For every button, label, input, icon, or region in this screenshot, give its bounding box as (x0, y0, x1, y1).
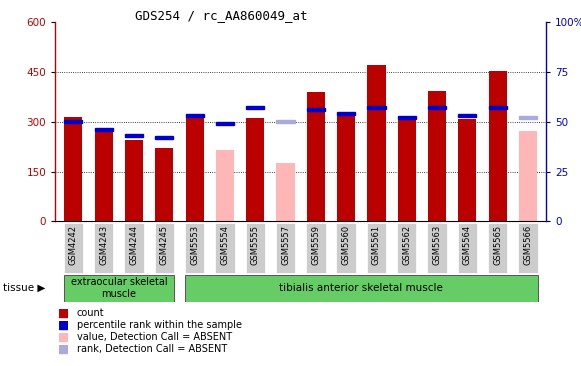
Text: ■: ■ (58, 330, 69, 344)
Text: value, Detection Call = ABSENT: value, Detection Call = ABSENT (77, 332, 232, 342)
Bar (155, 136, 173, 139)
FancyBboxPatch shape (367, 223, 386, 273)
FancyBboxPatch shape (94, 223, 113, 273)
Text: GDS254 / rc_AA860049_at: GDS254 / rc_AA860049_at (135, 9, 307, 22)
FancyBboxPatch shape (428, 223, 447, 273)
Bar (185, 115, 204, 117)
Text: GSM5554: GSM5554 (220, 225, 229, 265)
FancyBboxPatch shape (246, 223, 265, 273)
Text: GSM4243: GSM4243 (99, 225, 108, 265)
Bar (64, 117, 83, 221)
Text: GSM5564: GSM5564 (463, 225, 472, 265)
Bar (428, 91, 446, 221)
Text: percentile rank within the sample: percentile rank within the sample (77, 320, 242, 330)
Bar (246, 118, 264, 221)
FancyBboxPatch shape (306, 223, 325, 273)
Bar (489, 107, 507, 109)
Bar (216, 150, 234, 221)
FancyBboxPatch shape (185, 274, 537, 302)
Text: GSM5557: GSM5557 (281, 225, 290, 265)
Text: GSM5555: GSM5555 (251, 225, 260, 265)
Bar (367, 107, 386, 109)
FancyBboxPatch shape (336, 223, 356, 273)
Bar (519, 131, 537, 221)
FancyBboxPatch shape (397, 223, 417, 273)
FancyBboxPatch shape (215, 223, 235, 273)
Text: tibialis anterior skeletal muscle: tibialis anterior skeletal muscle (279, 283, 443, 293)
Text: tissue ▶: tissue ▶ (3, 283, 45, 293)
Text: GSM5566: GSM5566 (523, 225, 532, 265)
Text: count: count (77, 308, 105, 318)
Bar (64, 120, 83, 123)
FancyBboxPatch shape (64, 223, 83, 273)
Bar (489, 71, 507, 221)
Bar (95, 128, 113, 221)
Bar (246, 107, 264, 109)
Bar (155, 147, 173, 221)
Bar (397, 120, 416, 221)
Bar (397, 116, 416, 119)
FancyBboxPatch shape (124, 223, 144, 273)
Bar (458, 119, 476, 221)
Text: rank, Detection Call = ABSENT: rank, Detection Call = ABSENT (77, 344, 227, 354)
Bar (337, 116, 355, 221)
Bar (307, 92, 325, 221)
Text: ■: ■ (58, 306, 69, 320)
Text: ■: ■ (58, 343, 69, 356)
Text: GSM5562: GSM5562 (402, 225, 411, 265)
Text: extraocular skeletal
muscle: extraocular skeletal muscle (70, 277, 167, 299)
Bar (458, 115, 476, 117)
Bar (95, 128, 113, 131)
FancyBboxPatch shape (64, 274, 174, 302)
Bar (337, 112, 355, 115)
Text: GSM5561: GSM5561 (372, 225, 381, 265)
Text: GSM5565: GSM5565 (493, 225, 502, 265)
Bar (125, 134, 143, 137)
Bar (125, 140, 143, 221)
Bar (519, 116, 537, 119)
FancyBboxPatch shape (458, 223, 477, 273)
Text: GSM4242: GSM4242 (69, 225, 78, 265)
Text: ■: ■ (58, 318, 69, 332)
FancyBboxPatch shape (185, 223, 205, 273)
Bar (277, 120, 295, 123)
Text: GSM5563: GSM5563 (432, 225, 442, 265)
FancyBboxPatch shape (276, 223, 295, 273)
FancyBboxPatch shape (488, 223, 507, 273)
Text: GSM4245: GSM4245 (160, 225, 169, 265)
FancyBboxPatch shape (155, 223, 174, 273)
Bar (428, 107, 446, 109)
Bar (277, 163, 295, 221)
Bar (307, 108, 325, 111)
Text: GSM5553: GSM5553 (190, 225, 199, 265)
Bar (367, 65, 386, 221)
Bar (216, 122, 234, 125)
Text: GSM5559: GSM5559 (311, 225, 320, 265)
Text: GSM5560: GSM5560 (342, 225, 350, 265)
Bar (185, 116, 204, 221)
Text: GSM4244: GSM4244 (130, 225, 138, 265)
FancyBboxPatch shape (518, 223, 537, 273)
